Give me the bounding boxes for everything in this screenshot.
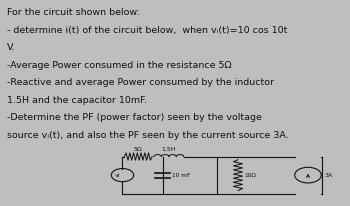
- Text: 3A: 3A: [324, 173, 332, 178]
- Text: 5Ω: 5Ω: [134, 147, 142, 152]
- Text: vi: vi: [115, 173, 121, 178]
- Text: - determine i(t) of the circuit below,  when vᵢ(t)=10 cos 10t: - determine i(t) of the circuit below, w…: [7, 26, 287, 35]
- Text: 1.5H: 1.5H: [162, 147, 176, 152]
- Text: V.: V.: [7, 43, 15, 52]
- Text: 10Ω: 10Ω: [244, 173, 256, 178]
- Text: source vᵢ(t), and also the PF seen by the current source 3A.: source vᵢ(t), and also the PF seen by th…: [7, 131, 289, 140]
- Text: 10 mF: 10 mF: [172, 173, 190, 178]
- Text: For the circuit shown below:: For the circuit shown below:: [7, 8, 140, 17]
- Text: -Reactive and average Power consumed by the inductor: -Reactive and average Power consumed by …: [7, 78, 274, 87]
- Text: 1.5H and the capacitor 10mF.: 1.5H and the capacitor 10mF.: [7, 96, 147, 105]
- Text: -Average Power consumed in the resistance 5Ω: -Average Power consumed in the resistanc…: [7, 61, 232, 70]
- Text: -Determine the PF (power factor) seen by the voltage: -Determine the PF (power factor) seen by…: [7, 113, 262, 122]
